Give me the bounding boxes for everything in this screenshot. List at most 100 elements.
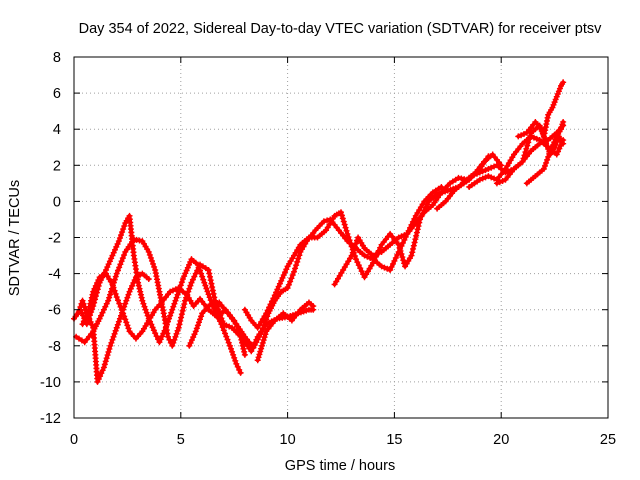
data-point — [123, 319, 130, 326]
data-point — [178, 314, 185, 321]
data-point — [479, 175, 486, 182]
data-point — [408, 252, 415, 259]
data-point — [89, 291, 96, 298]
data-point — [539, 129, 546, 136]
data-point — [207, 277, 214, 284]
data-point — [197, 316, 204, 323]
data-point — [99, 309, 106, 316]
data-point — [271, 292, 278, 299]
data-point — [100, 306, 107, 313]
data-point — [121, 303, 128, 310]
data-point — [136, 285, 143, 292]
data-point — [82, 307, 89, 314]
data-point — [560, 140, 567, 147]
data-point — [553, 151, 560, 158]
data-point — [105, 297, 112, 304]
data-point — [339, 215, 346, 222]
data-point — [215, 306, 222, 313]
data-point — [199, 273, 206, 280]
data-point — [230, 351, 237, 358]
data-point — [188, 279, 195, 286]
data-point — [79, 297, 86, 304]
data-point — [234, 363, 241, 370]
data-point — [137, 288, 144, 295]
data-point — [125, 325, 132, 332]
data-point — [116, 235, 123, 242]
data-point — [121, 223, 128, 230]
data-point — [375, 250, 382, 257]
series-track-13 — [254, 299, 317, 364]
data-point — [395, 241, 402, 248]
data-point — [173, 330, 180, 337]
data-point — [399, 239, 406, 246]
data-point — [225, 339, 232, 346]
data-point — [241, 348, 248, 355]
data-point — [552, 96, 559, 103]
data-point — [288, 275, 295, 282]
data-point — [291, 268, 298, 275]
data-point — [388, 263, 395, 270]
data-point — [485, 165, 492, 172]
data-point — [170, 339, 177, 346]
data-point — [412, 236, 419, 243]
data-point — [260, 325, 267, 332]
data-point — [108, 255, 115, 262]
data-point — [549, 104, 556, 111]
data-point — [191, 273, 198, 280]
data-point — [240, 345, 247, 352]
data-point — [151, 263, 158, 270]
data-point — [169, 306, 176, 313]
data-point — [191, 331, 198, 338]
y-tick-label: -4 — [48, 267, 61, 283]
data-point — [523, 145, 530, 152]
data-point — [370, 252, 377, 259]
data-point — [476, 176, 483, 183]
data-point — [344, 230, 351, 237]
data-point — [289, 272, 296, 279]
data-point — [98, 370, 105, 377]
data-point — [109, 281, 116, 288]
data-point — [473, 170, 480, 177]
data-point — [527, 133, 534, 140]
data-point — [515, 133, 522, 140]
data-point — [241, 351, 248, 358]
data-point — [123, 297, 130, 304]
data-point — [264, 307, 271, 314]
data-point — [284, 285, 291, 292]
data-point — [86, 316, 93, 323]
data-point — [237, 369, 244, 376]
data-point — [400, 257, 407, 264]
data-point — [167, 288, 174, 295]
data-point — [94, 378, 101, 385]
y-tick-label: 8 — [53, 50, 61, 66]
data-point — [130, 279, 137, 286]
series-track-12 — [523, 118, 567, 187]
data-point — [256, 351, 263, 358]
data-point — [220, 327, 227, 334]
data-point — [80, 300, 87, 307]
data-point — [209, 284, 216, 291]
data-point — [181, 301, 188, 308]
data-point — [190, 334, 197, 341]
data-point — [112, 273, 119, 280]
data-point — [257, 348, 264, 355]
data-point — [544, 143, 551, 150]
y-tick-label: 6 — [53, 86, 61, 102]
data-point — [192, 270, 199, 277]
data-point — [182, 297, 189, 304]
data-point — [263, 310, 270, 317]
data-point — [340, 218, 347, 225]
data-point — [114, 321, 121, 328]
data-point — [519, 158, 526, 165]
data-point — [546, 150, 553, 157]
data-point — [224, 336, 231, 343]
data-point — [141, 303, 148, 310]
data-point — [81, 303, 88, 310]
data-point — [145, 248, 152, 255]
data-point — [259, 339, 266, 346]
data-point — [283, 266, 290, 273]
data-point — [229, 348, 236, 355]
data-point — [205, 266, 212, 273]
data-point — [551, 99, 558, 106]
data-point — [198, 313, 205, 320]
